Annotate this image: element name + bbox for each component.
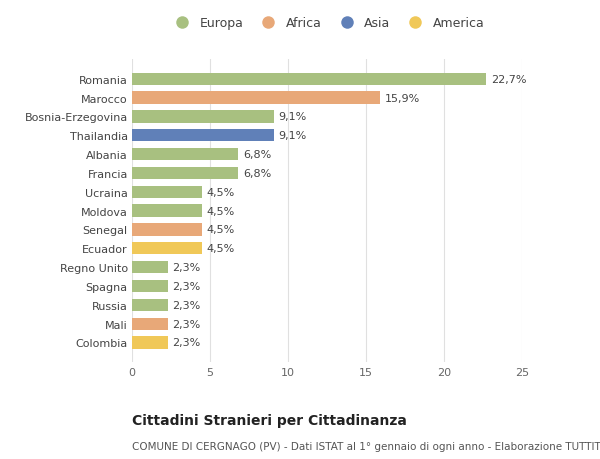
Text: COMUNE DI CERGNAGO (PV) - Dati ISTAT al 1° gennaio di ogni anno - Elaborazione T: COMUNE DI CERGNAGO (PV) - Dati ISTAT al …	[132, 441, 600, 451]
Bar	[132, 336, 168, 349]
Text: 4,5%: 4,5%	[207, 187, 235, 197]
Text: 9,1%: 9,1%	[278, 112, 307, 122]
Bar	[132, 280, 168, 292]
Text: 2,3%: 2,3%	[173, 281, 201, 291]
Bar	[132, 130, 274, 142]
Bar	[132, 149, 238, 161]
Text: 15,9%: 15,9%	[385, 93, 420, 103]
Text: 2,3%: 2,3%	[173, 300, 201, 310]
Text: 4,5%: 4,5%	[207, 225, 235, 235]
Bar	[132, 262, 168, 274]
Text: 2,3%: 2,3%	[173, 338, 201, 348]
Bar	[132, 111, 274, 123]
Text: 6,8%: 6,8%	[243, 150, 271, 160]
Bar	[132, 168, 238, 179]
Bar	[132, 299, 168, 311]
Text: 2,3%: 2,3%	[173, 263, 201, 273]
Text: 22,7%: 22,7%	[491, 74, 526, 84]
Text: Cittadini Stranieri per Cittadinanza: Cittadini Stranieri per Cittadinanza	[132, 413, 407, 427]
Text: 4,5%: 4,5%	[207, 244, 235, 254]
Bar	[132, 92, 380, 105]
Text: 9,1%: 9,1%	[278, 131, 307, 141]
Bar	[132, 318, 168, 330]
Bar	[132, 243, 202, 255]
Bar	[132, 186, 202, 198]
Legend: Europa, Africa, Asia, America: Europa, Africa, Asia, America	[169, 17, 485, 30]
Text: 4,5%: 4,5%	[207, 206, 235, 216]
Bar	[132, 205, 202, 217]
Bar	[132, 224, 202, 236]
Text: 2,3%: 2,3%	[173, 319, 201, 329]
Bar	[132, 73, 486, 86]
Text: 6,8%: 6,8%	[243, 168, 271, 179]
